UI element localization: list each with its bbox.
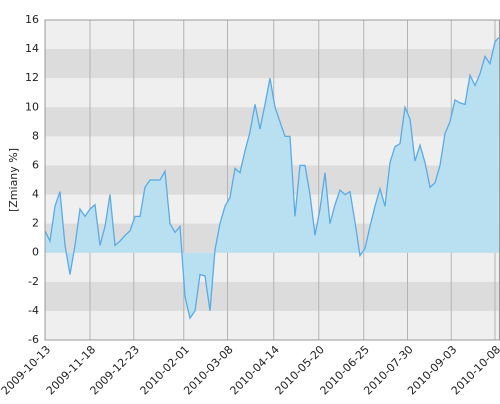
y-tick-label: 12: [25, 71, 39, 84]
y-tick-label: 14: [25, 42, 39, 55]
y-tick-label: 16: [25, 13, 39, 26]
y-tick-label: 4: [32, 188, 39, 201]
grid-band: [45, 49, 500, 79]
y-axis-label: [Zmiany %]: [7, 148, 20, 212]
y-tick-label: 0: [32, 246, 39, 259]
y-tick-label: 6: [32, 158, 39, 171]
line: [44, 37, 500, 320]
y-tick-label: 10: [25, 100, 39, 113]
y-tick-label: -4: [28, 304, 39, 317]
grid-band: [45, 281, 500, 311]
y-tick-label: 2: [32, 217, 39, 230]
area: [45, 37, 499, 319]
y-tick-label: -2: [28, 275, 39, 288]
y-tick-label: -6: [28, 333, 39, 346]
y-tick-label: 8: [32, 129, 39, 142]
